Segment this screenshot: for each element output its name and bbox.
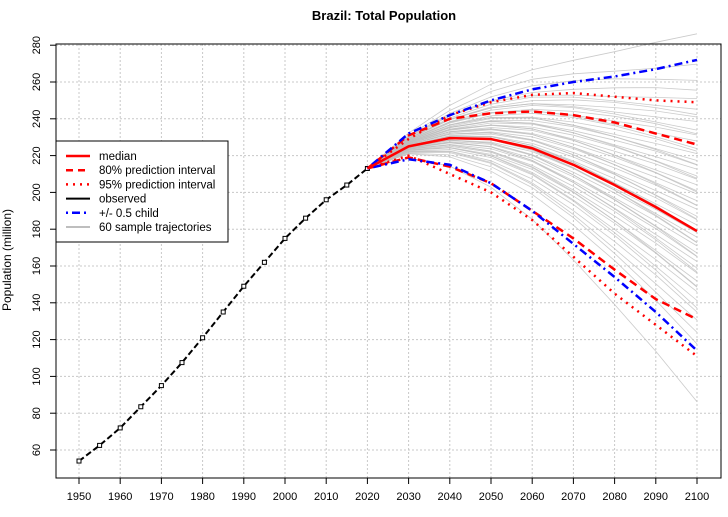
sample-trajectory: [367, 104, 698, 169]
y-tick-label: 120: [31, 330, 43, 348]
y-tick-label: 280: [31, 36, 43, 54]
sample-trajectory: [367, 122, 698, 177]
y-tick-label: 200: [31, 183, 43, 201]
sample-trajectory: [367, 112, 698, 169]
x-tick-label: 1990: [232, 491, 256, 503]
legend-label: observed: [99, 194, 146, 206]
sample-trajectory: [367, 150, 698, 309]
y-axis-label: Population (million): [0, 209, 14, 311]
observed-point: [303, 215, 309, 221]
pi80-upper-line: [366, 110, 698, 170]
x-tick-label: 2070: [561, 491, 585, 503]
observed-point: [117, 425, 123, 431]
x-tick-label: 2090: [644, 491, 668, 503]
half-child-upper-line: [366, 58, 698, 170]
pi95-upper-line: [366, 91, 698, 170]
sample-trajectory: [367, 63, 698, 169]
sample-trajectory: [367, 33, 698, 169]
legend-label: median: [99, 151, 137, 163]
chart-title: Brazil: Total Population: [312, 8, 456, 23]
sample-trajectory: [367, 143, 698, 269]
sample-trajectory: [367, 127, 698, 192]
sample-trajectory: [367, 153, 698, 345]
x-tick-label: 2040: [438, 491, 462, 503]
x-tick-label: 2020: [355, 491, 379, 503]
plot-frame: [55, 43, 722, 479]
legend-label: 95% prediction interval: [99, 179, 215, 191]
y-tick-label: 160: [31, 257, 43, 275]
observed-point: [97, 442, 103, 448]
sample-trajectory: [367, 152, 698, 333]
x-tick-label: 1980: [190, 491, 214, 503]
legend: median 80% prediction interval 95% predict…: [55, 140, 229, 243]
observed-point: [241, 283, 247, 289]
legend-label: +/- 0.5 child: [99, 208, 159, 220]
y-tick-label: 260: [31, 73, 43, 91]
sample-trajectory: [367, 145, 698, 282]
median-line: [366, 136, 698, 233]
observed-point: [220, 309, 226, 315]
observed-point: [261, 259, 267, 265]
x-tick-label: 2010: [314, 491, 338, 503]
y-tick-label: 140: [31, 294, 43, 312]
sample-trajectory: [367, 99, 698, 169]
y-tick-label: 220: [31, 146, 43, 164]
y-tick-label: 60: [31, 444, 43, 456]
sample-trajectory: [367, 149, 698, 301]
x-tick-label: 2100: [685, 491, 709, 503]
x-tick-label: 2000: [273, 491, 297, 503]
sample-trajectory: [367, 133, 698, 217]
pi95-lower-line: [367, 154, 698, 358]
legend-box: [55, 140, 229, 243]
x-tick-label: 1970: [149, 491, 173, 503]
observed-point: [344, 182, 350, 188]
observed-point: [158, 383, 164, 389]
observed-point: [200, 335, 206, 341]
x-tick-label: 2030: [396, 491, 420, 503]
sample-trajectory: [367, 147, 698, 287]
legend-label: 60 sample trajectories: [99, 222, 212, 234]
observed-point: [323, 197, 329, 203]
x-tick-label: 2080: [602, 491, 626, 503]
observed-point: [138, 404, 144, 410]
x-tick-label: 1950: [67, 491, 91, 503]
axes: 1950 1960 1970 1980 1990 2000 2010 2020 2030 2040…: [31, 36, 709, 503]
x-tick-label: 2060: [520, 491, 544, 503]
observed-point: [76, 458, 82, 464]
y-tick-label: 100: [31, 367, 43, 385]
x-tick-label: 2050: [479, 491, 503, 503]
x-tick-label: 1960: [108, 491, 132, 503]
y-tick-label: 80: [31, 407, 43, 419]
y-tick-label: 240: [31, 110, 43, 128]
legend-label: 80% prediction interval: [99, 165, 215, 177]
series-lines: [76, 58, 698, 464]
grid: [56, 44, 721, 478]
sample-trajectory: [367, 96, 698, 169]
y-tick-label: 180: [31, 220, 43, 238]
observed-point: [282, 235, 288, 241]
observed-point: [179, 360, 185, 366]
sample-trajectory: [367, 152, 698, 321]
